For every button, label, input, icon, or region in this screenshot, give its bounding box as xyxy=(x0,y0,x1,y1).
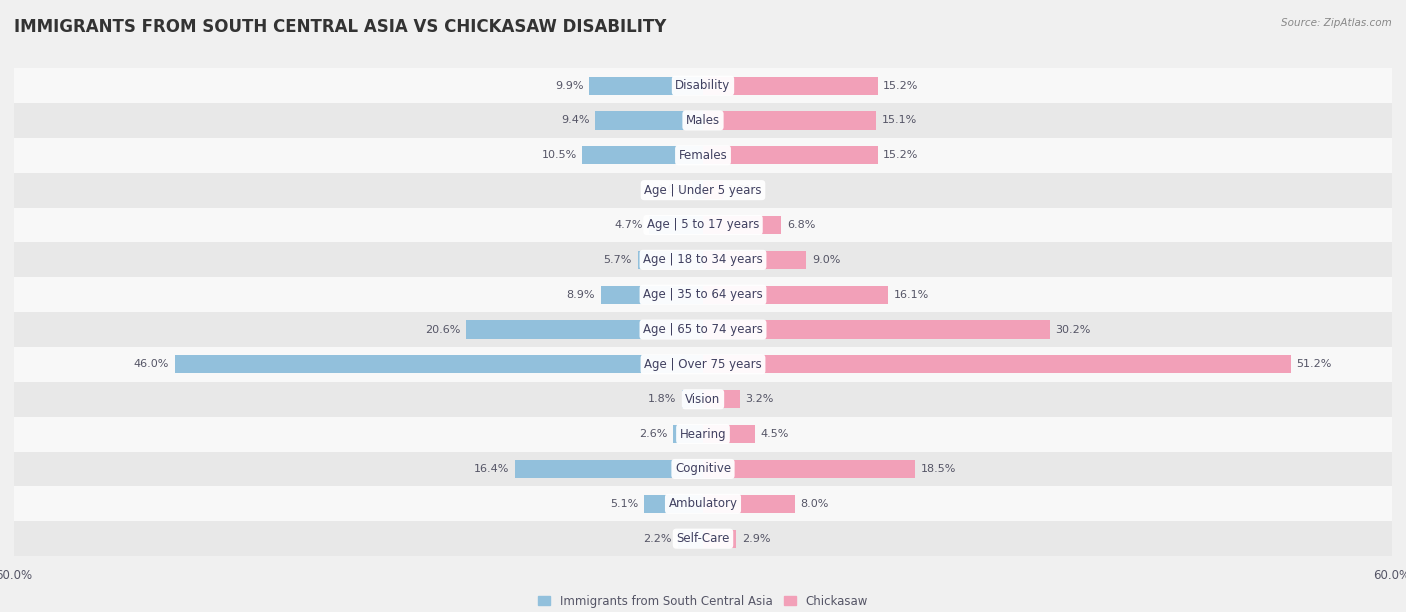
Bar xyxy=(682,390,703,408)
Text: Cognitive: Cognitive xyxy=(675,463,731,476)
Text: Age | 18 to 34 years: Age | 18 to 34 years xyxy=(643,253,763,266)
Bar xyxy=(703,76,877,95)
Text: 30.2%: 30.2% xyxy=(1056,324,1091,335)
Text: Ambulatory: Ambulatory xyxy=(668,498,738,510)
Bar xyxy=(174,356,703,373)
Text: Males: Males xyxy=(686,114,720,127)
FancyBboxPatch shape xyxy=(14,68,1392,103)
Text: 16.1%: 16.1% xyxy=(894,289,929,300)
Bar xyxy=(703,111,876,130)
FancyBboxPatch shape xyxy=(14,521,1392,556)
Text: 5.7%: 5.7% xyxy=(603,255,631,265)
Text: 1.8%: 1.8% xyxy=(648,394,676,405)
Bar xyxy=(703,460,915,478)
Text: Age | Under 5 years: Age | Under 5 years xyxy=(644,184,762,196)
FancyBboxPatch shape xyxy=(14,347,1392,382)
FancyBboxPatch shape xyxy=(14,277,1392,312)
Text: 15.2%: 15.2% xyxy=(883,81,918,91)
Text: 1.7%: 1.7% xyxy=(728,185,756,195)
Text: Age | 5 to 17 years: Age | 5 to 17 years xyxy=(647,218,759,231)
Bar xyxy=(703,216,782,234)
FancyBboxPatch shape xyxy=(14,173,1392,207)
Text: Age | 35 to 64 years: Age | 35 to 64 years xyxy=(643,288,763,301)
Text: Vision: Vision xyxy=(685,393,721,406)
Text: 10.5%: 10.5% xyxy=(541,151,576,160)
Bar xyxy=(692,181,703,199)
Text: Age | 65 to 74 years: Age | 65 to 74 years xyxy=(643,323,763,336)
Bar xyxy=(650,216,703,234)
Bar xyxy=(703,494,794,513)
FancyBboxPatch shape xyxy=(14,103,1392,138)
Bar xyxy=(703,390,740,408)
Bar xyxy=(644,494,703,513)
FancyBboxPatch shape xyxy=(14,138,1392,173)
Bar xyxy=(703,321,1050,338)
FancyBboxPatch shape xyxy=(14,207,1392,242)
Text: 46.0%: 46.0% xyxy=(134,359,169,370)
Text: 2.2%: 2.2% xyxy=(644,534,672,543)
Bar xyxy=(515,460,703,478)
Text: 1.0%: 1.0% xyxy=(658,185,686,195)
FancyBboxPatch shape xyxy=(14,487,1392,521)
Text: 9.4%: 9.4% xyxy=(561,116,589,125)
Text: 2.9%: 2.9% xyxy=(742,534,770,543)
Text: 51.2%: 51.2% xyxy=(1296,359,1331,370)
Text: 2.6%: 2.6% xyxy=(640,429,668,439)
Text: 16.4%: 16.4% xyxy=(474,464,509,474)
Text: Hearing: Hearing xyxy=(679,428,727,441)
Legend: Immigrants from South Central Asia, Chickasaw: Immigrants from South Central Asia, Chic… xyxy=(533,590,873,612)
Text: Self-Care: Self-Care xyxy=(676,532,730,545)
Bar xyxy=(703,529,737,548)
Bar xyxy=(595,111,703,130)
Text: 15.1%: 15.1% xyxy=(882,116,917,125)
Bar xyxy=(703,251,807,269)
Text: Disability: Disability xyxy=(675,79,731,92)
Bar xyxy=(467,321,703,338)
Bar xyxy=(678,529,703,548)
Bar xyxy=(703,146,877,165)
Bar xyxy=(600,286,703,304)
Text: Females: Females xyxy=(679,149,727,162)
Bar xyxy=(582,146,703,165)
Bar xyxy=(703,286,887,304)
FancyBboxPatch shape xyxy=(14,417,1392,452)
Text: 8.9%: 8.9% xyxy=(567,289,595,300)
Text: 4.7%: 4.7% xyxy=(614,220,644,230)
Text: IMMIGRANTS FROM SOUTH CENTRAL ASIA VS CHICKASAW DISABILITY: IMMIGRANTS FROM SOUTH CENTRAL ASIA VS CH… xyxy=(14,18,666,36)
FancyBboxPatch shape xyxy=(14,312,1392,347)
FancyBboxPatch shape xyxy=(14,382,1392,417)
Text: 5.1%: 5.1% xyxy=(610,499,638,509)
Text: 8.0%: 8.0% xyxy=(800,499,830,509)
Text: Age | Over 75 years: Age | Over 75 years xyxy=(644,358,762,371)
FancyBboxPatch shape xyxy=(14,452,1392,487)
Bar xyxy=(589,76,703,95)
Text: 6.8%: 6.8% xyxy=(787,220,815,230)
FancyBboxPatch shape xyxy=(14,242,1392,277)
Text: 18.5%: 18.5% xyxy=(921,464,956,474)
Bar xyxy=(703,181,723,199)
Text: 15.2%: 15.2% xyxy=(883,151,918,160)
Bar xyxy=(703,425,755,443)
Text: 20.6%: 20.6% xyxy=(426,324,461,335)
Text: 9.9%: 9.9% xyxy=(555,81,583,91)
Text: 4.5%: 4.5% xyxy=(761,429,789,439)
Bar xyxy=(673,425,703,443)
Text: Source: ZipAtlas.com: Source: ZipAtlas.com xyxy=(1281,18,1392,28)
Text: 3.2%: 3.2% xyxy=(745,394,773,405)
Text: 9.0%: 9.0% xyxy=(813,255,841,265)
Bar xyxy=(637,251,703,269)
Bar xyxy=(703,356,1291,373)
